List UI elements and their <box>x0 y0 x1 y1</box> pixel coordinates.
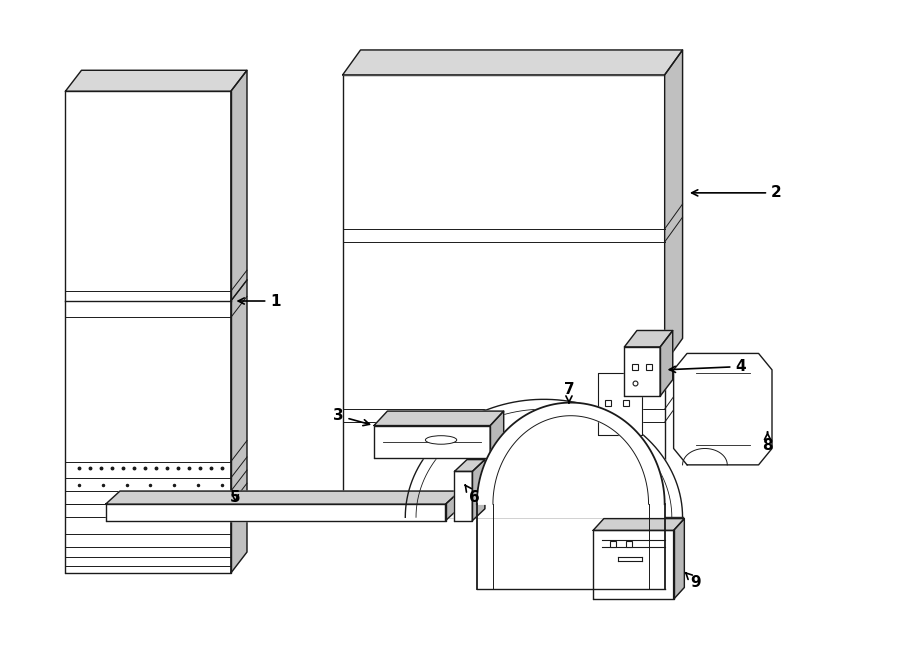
Polygon shape <box>105 504 446 521</box>
Polygon shape <box>661 330 672 396</box>
Polygon shape <box>673 354 772 465</box>
Polygon shape <box>374 411 504 426</box>
Polygon shape <box>625 347 661 396</box>
Polygon shape <box>472 459 485 521</box>
Ellipse shape <box>426 436 456 444</box>
Polygon shape <box>105 491 460 504</box>
Polygon shape <box>66 70 247 91</box>
Polygon shape <box>625 330 672 347</box>
Polygon shape <box>593 519 684 530</box>
Polygon shape <box>665 50 682 364</box>
Text: 3: 3 <box>333 408 370 426</box>
Polygon shape <box>454 459 485 471</box>
Text: 5: 5 <box>230 490 240 505</box>
Text: 6: 6 <box>465 485 480 505</box>
Polygon shape <box>598 373 643 436</box>
Text: 9: 9 <box>686 572 701 590</box>
Text: 7: 7 <box>563 382 574 403</box>
Polygon shape <box>454 471 472 521</box>
Polygon shape <box>231 70 247 573</box>
Polygon shape <box>374 426 490 458</box>
Polygon shape <box>405 399 682 518</box>
Polygon shape <box>343 50 682 75</box>
Text: 1: 1 <box>238 293 281 309</box>
Polygon shape <box>446 491 460 521</box>
Polygon shape <box>673 519 684 600</box>
Text: 4: 4 <box>670 359 746 374</box>
Polygon shape <box>66 91 231 573</box>
Polygon shape <box>477 403 665 504</box>
Text: 8: 8 <box>762 432 773 453</box>
Polygon shape <box>491 411 504 458</box>
Polygon shape <box>593 530 673 600</box>
Polygon shape <box>343 75 665 518</box>
Text: 2: 2 <box>692 185 782 200</box>
